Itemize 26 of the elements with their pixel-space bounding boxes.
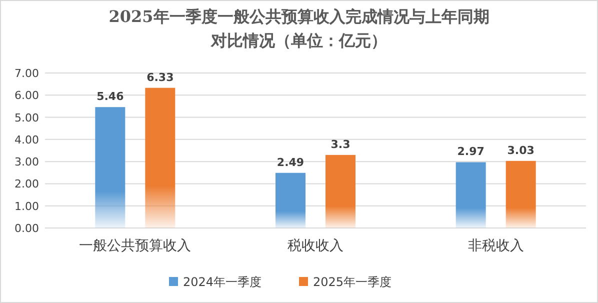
data-label: 6.33 (146, 70, 174, 84)
y-tick-label: 1.00 (14, 200, 39, 213)
data-label: 2.49 (276, 156, 304, 169)
x-tick-label: 税收收入 (288, 238, 344, 254)
y-tick-label: 5.00 (14, 111, 39, 124)
chart-title: 2025年一季度一般公共预算收入完成情况与上年同期对比情况（单位：亿元） (108, 7, 490, 50)
bar (506, 160, 536, 228)
bar (95, 107, 126, 228)
x-tick-label: 非税收入 (468, 238, 524, 254)
legend-label: 2024年一季度 (183, 275, 262, 289)
data-label: 3.03 (507, 144, 534, 157)
y-tick-label: 7.00 (14, 67, 39, 80)
y-tick-label: 0.00 (14, 222, 39, 235)
data-label: 5.46 (96, 90, 124, 104)
y-tick-label: 2.00 (14, 178, 39, 191)
y-tick-label: 3.00 (14, 156, 39, 169)
data-label: 2.97 (457, 145, 484, 158)
bar (145, 88, 176, 228)
y-tick-label: 4.00 (14, 133, 39, 146)
bar (456, 162, 486, 228)
bar (276, 172, 306, 228)
x-tick-label: 一般公共预算收入 (79, 238, 192, 254)
y-tick-label: 6.00 (14, 89, 39, 102)
legend-label: 2025年一季度 (313, 275, 392, 289)
data-label: 3.3 (330, 138, 350, 151)
bar (326, 154, 356, 228)
